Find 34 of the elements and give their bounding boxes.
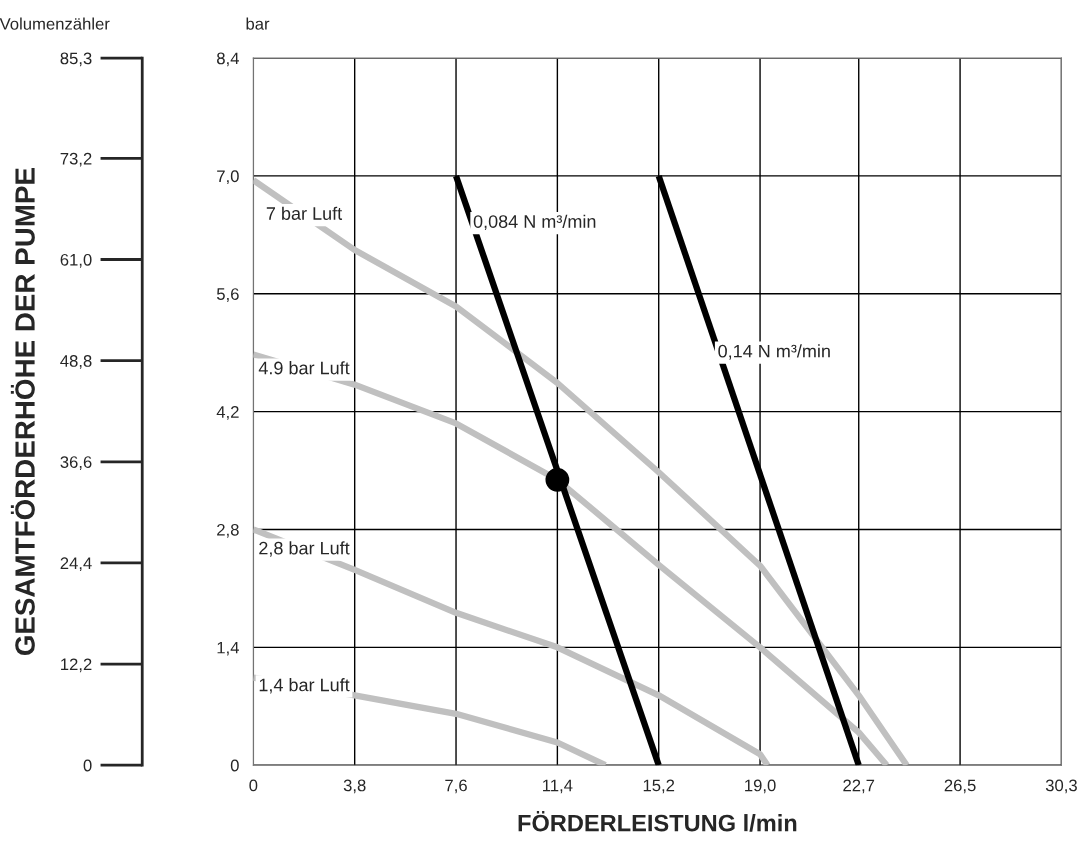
x-tick-label: 7,6 (445, 779, 467, 794)
y-tick-label: 4,2 (216, 406, 239, 420)
text: bar (246, 17, 270, 30)
y2-tick-label: 73,2 (60, 152, 92, 167)
text: Volumenzähler (0, 17, 110, 30)
series-label: 0,084 N m³/min (473, 214, 596, 231)
series-label: 7 bar Luft (266, 206, 343, 220)
series-label: 0,14 N m³/min (718, 344, 830, 360)
x-tick-label: 26,5 (944, 779, 976, 794)
y2-tick-label: 0 (83, 759, 92, 772)
y2-tick-label: 12,2 (61, 658, 92, 673)
series-label: 2,8 bar Luft (259, 541, 350, 557)
x-axis-title: FÖRDERLEISTUNG l/min (518, 811, 797, 832)
series-label: 4.9 bar Luft (258, 361, 350, 375)
series-label: 1,4 bar Luft (259, 678, 350, 694)
x-tick-label: 22,7 (843, 779, 875, 794)
y-tick-label: 5,6 (216, 288, 239, 302)
y2-tick-label: 85,3 (60, 52, 92, 67)
y2-tick-label: 24,4 (60, 557, 92, 572)
y2-axis-title: GESAMTFÖRDERHÖHE DER PUMPE (10, 168, 35, 656)
y-tick-label: 0 (230, 759, 239, 772)
x-tick-label: 11,4 (543, 779, 573, 794)
x-tick-label: 30,3 (1045, 779, 1077, 794)
y2-tick-label: 48,8 (60, 355, 92, 369)
y-tick-label: 8,4 (217, 52, 239, 67)
y-tick-label: 2,8 (217, 523, 239, 538)
x-tick-label: 0 (249, 779, 258, 792)
y2-tick-label: 36,6 (60, 456, 92, 470)
y2-tick-label: 61,0 (60, 253, 92, 268)
y-tick-label: 1,4 (217, 641, 239, 656)
x-tick-label: 3,8 (343, 779, 366, 794)
x-tick-label: 15,2 (643, 779, 675, 794)
x-tick-label: 19,0 (745, 779, 776, 794)
y-tick-label: 7,0 (217, 170, 239, 185)
